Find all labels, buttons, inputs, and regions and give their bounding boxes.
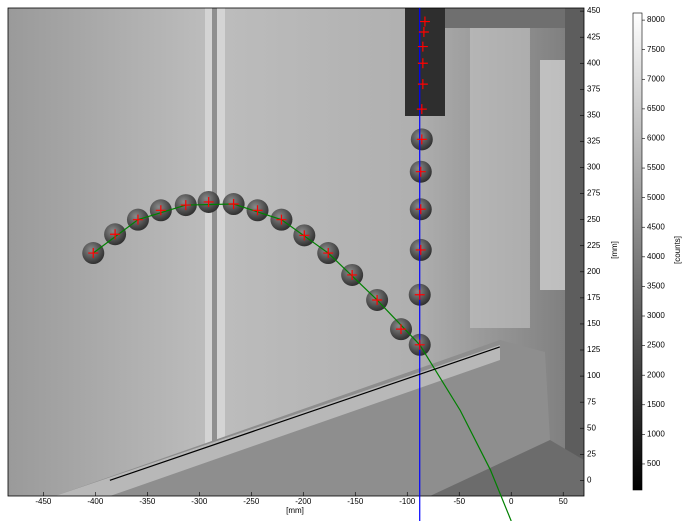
x-tick-label: -250: [243, 497, 260, 506]
y-tick-label: 350: [587, 111, 601, 120]
colorbar-tick-label: 7500: [647, 45, 665, 54]
colorbar-tick-label: 2500: [647, 341, 665, 350]
colorbar-tick-label: 8000: [647, 15, 665, 24]
y-tick-label: 200: [587, 267, 601, 276]
y-tick-label: 150: [587, 319, 601, 328]
y-tick-label: 300: [587, 163, 601, 172]
y-tick-label: 100: [587, 371, 601, 380]
x-axis-label: [mm]: [286, 506, 304, 515]
y-tick-label: 450: [587, 6, 601, 15]
colorbar: [633, 13, 642, 490]
y-tick-label: 125: [587, 345, 601, 354]
colorbar-tick-label: 5500: [647, 163, 665, 172]
y-tick-label: 25: [587, 449, 596, 458]
x-tick-label: -400: [87, 497, 104, 506]
x-tick-label: -300: [191, 497, 208, 506]
y-tick-label: 225: [587, 241, 601, 250]
y-tick-label: 325: [587, 137, 601, 146]
figure: [mm] [mm] [counts] -450 -400 -350 -300 -250 -…: [0, 0, 684, 521]
colorbar-tick-label: 6500: [647, 104, 665, 113]
colorbar-tick-label: 4000: [647, 252, 665, 261]
y-tick-label: 0: [587, 475, 592, 484]
x-tick-label: -200: [295, 497, 312, 506]
x-tick-label: 50: [559, 497, 568, 506]
y-tick-label: 175: [587, 293, 601, 302]
colorbar-label: [counts]: [673, 236, 682, 264]
y-tick-label: 75: [587, 397, 596, 406]
colorbar-tick-label: 2000: [647, 370, 665, 379]
y-tick-label: 50: [587, 423, 596, 432]
colorbar-tick-label: 1500: [647, 400, 665, 409]
x-tick-label: 0: [509, 497, 514, 506]
x-tick-label: -150: [347, 497, 364, 506]
y-tick-label: 400: [587, 58, 601, 67]
colorbar-tick-label: 6000: [647, 134, 665, 143]
colorbar-tick-label: 5000: [647, 193, 665, 202]
y-tick-label: 275: [587, 189, 601, 198]
colorbar-tick-label: 3500: [647, 282, 665, 291]
y-axis-label: [mm]: [610, 241, 619, 259]
y-tick-label: 250: [587, 215, 601, 224]
colorbar-tick-label: 1000: [647, 429, 665, 438]
colorbar-tick-label: 7000: [647, 74, 665, 83]
colorbar-tick-label: 4500: [647, 222, 665, 231]
x-tick-label: -450: [35, 497, 52, 506]
x-tick-label: -350: [139, 497, 156, 506]
x-tick-label: -50: [453, 497, 465, 506]
colorbar-tick-label: 3000: [647, 311, 665, 320]
y-tick-label: 375: [587, 84, 601, 93]
y-tick-label: 425: [587, 32, 601, 41]
colorbar-tick-label: 500: [647, 459, 661, 468]
x-tick-label: -100: [399, 497, 416, 506]
